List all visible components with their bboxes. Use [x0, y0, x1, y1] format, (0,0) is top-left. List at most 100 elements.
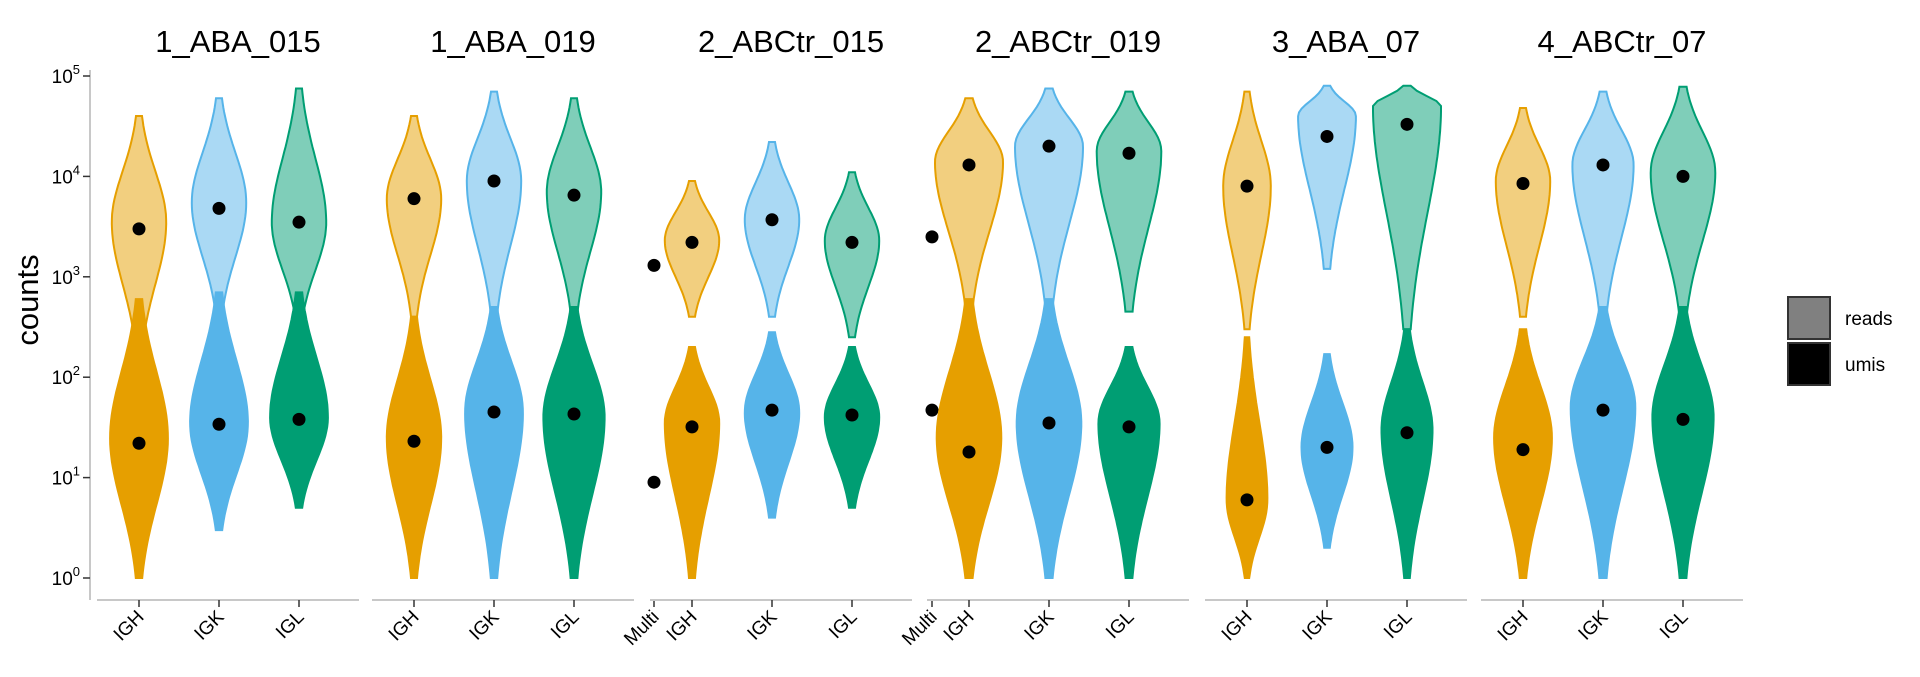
median-point-umis — [962, 445, 976, 459]
y-tick-label: 100 — [52, 564, 80, 590]
y-tick-label: 101 — [52, 464, 80, 490]
y-tick-base: 10 — [52, 268, 73, 289]
violin-umis — [1651, 306, 1715, 579]
violin-reads — [1095, 90, 1163, 313]
y-tick-exponent: 5 — [73, 62, 80, 77]
legend-entry: umis — [1787, 342, 1885, 386]
x-tick-label: IGL — [825, 607, 862, 644]
median-point-reads — [1320, 129, 1334, 143]
legend-label: reads — [1845, 309, 1893, 330]
y-tick-exponent: 2 — [73, 363, 80, 378]
violin-reads — [1649, 85, 1717, 318]
panel-title: 1_ABA_015 — [155, 24, 320, 59]
panel: 1_ABA_015 IGH IGK IGL — [97, 24, 359, 645]
violin-umis — [1097, 346, 1161, 579]
median-point-umis — [845, 408, 859, 422]
x-tick-label: IGH — [1494, 607, 1533, 646]
panel: 2_ABCtr_019 IGH IGK IGL — [927, 24, 1189, 645]
violin-reads — [545, 97, 603, 318]
violin-umis — [823, 346, 881, 509]
violin-reads — [1297, 84, 1357, 270]
y-tick-exponent: 4 — [73, 162, 80, 177]
median-point-reads — [925, 230, 939, 244]
y-tick-exponent: 1 — [73, 464, 80, 479]
violin-reads — [1222, 90, 1272, 331]
median-point-reads — [1240, 179, 1254, 193]
x-tick-label: IGH — [663, 607, 702, 646]
violin-reads — [465, 90, 523, 318]
x-tick-label: IGK — [1299, 606, 1337, 644]
violin-umis — [1380, 328, 1434, 579]
x-tick-label: IGK — [466, 606, 504, 644]
x-tick-label: IGL — [272, 607, 309, 644]
x-tick-label: Multi — [620, 607, 663, 650]
median-point-reads — [845, 235, 859, 249]
y-tick-base: 10 — [52, 167, 73, 188]
median-point-reads — [407, 192, 421, 206]
panel-title: 1_ABA_019 — [430, 24, 595, 59]
x-tick-label: IGL — [547, 607, 584, 644]
median-point-reads — [1676, 169, 1690, 183]
median-point-reads — [765, 213, 779, 227]
violin-umis — [743, 331, 801, 519]
x-tick-label: IGK — [744, 606, 782, 644]
x-tick-label: IGL — [1656, 607, 1693, 644]
legend-swatch — [1787, 342, 1831, 386]
median-point-umis — [925, 403, 939, 417]
median-point-reads — [685, 235, 699, 249]
y-tick-label: 103 — [52, 263, 80, 289]
x-tick-label: IGK — [191, 606, 229, 644]
y-tick-label: 102 — [52, 363, 80, 389]
median-point-umis — [1122, 420, 1136, 434]
violin-reads — [743, 141, 801, 318]
y-tick-exponent: 0 — [73, 564, 80, 579]
x-tick-label: IGH — [940, 607, 979, 646]
panel-title: 2_ABCtr_019 — [975, 24, 1161, 59]
x-tick-label: IGK — [1575, 606, 1613, 644]
median-point-umis — [487, 405, 501, 419]
violin-reads — [823, 171, 881, 339]
panel: 3_ABA_07 IGH IGK IGL — [1205, 24, 1467, 645]
median-point-umis — [685, 420, 699, 434]
x-tick-label: IGH — [1218, 607, 1257, 646]
violin-reads — [270, 87, 328, 324]
median-point-reads — [647, 258, 661, 272]
median-point-reads — [1042, 139, 1056, 153]
violin-reads — [1372, 84, 1442, 331]
panels: 1_ABA_015 IGH IGK IGL 1_ABA_019 IGH IGK IGL Mult… — [97, 24, 1743, 650]
panel-title: 3_ABA_07 — [1272, 24, 1420, 59]
violin-umis — [1225, 336, 1269, 579]
panel: 1_ABA_019 IGH IGK IGL Multi — [372, 24, 664, 650]
violin-umis — [189, 291, 249, 532]
median-point-reads — [487, 174, 501, 188]
x-tick-label: IGK — [1021, 606, 1059, 644]
y-axis-title: counts — [10, 254, 45, 345]
y-tick-base: 10 — [52, 569, 73, 590]
violin-umis — [464, 306, 524, 579]
y-tick-label: 104 — [52, 162, 80, 188]
median-point-umis — [765, 403, 779, 417]
x-tick-label: IGL — [1380, 607, 1417, 644]
median-point-umis — [292, 412, 306, 426]
x-tick-label: Multi — [898, 607, 941, 650]
median-point-reads — [962, 158, 976, 172]
violin-umis — [269, 291, 329, 509]
violin-reads — [1571, 90, 1635, 318]
violin-reads — [385, 115, 443, 318]
median-point-umis — [132, 436, 146, 450]
violin-umis — [1015, 298, 1083, 579]
median-point-umis — [647, 475, 661, 489]
median-point-reads — [1516, 176, 1530, 190]
median-point-umis — [407, 434, 421, 448]
median-point-umis — [567, 407, 581, 421]
median-point-umis — [212, 417, 226, 431]
median-point-umis — [1240, 493, 1254, 507]
median-point-reads — [1122, 146, 1136, 160]
violin-umis — [935, 298, 1003, 579]
median-point-umis — [1400, 426, 1414, 440]
median-point-umis — [1676, 412, 1690, 426]
panel-title: 2_ABCtr_015 — [698, 24, 884, 59]
